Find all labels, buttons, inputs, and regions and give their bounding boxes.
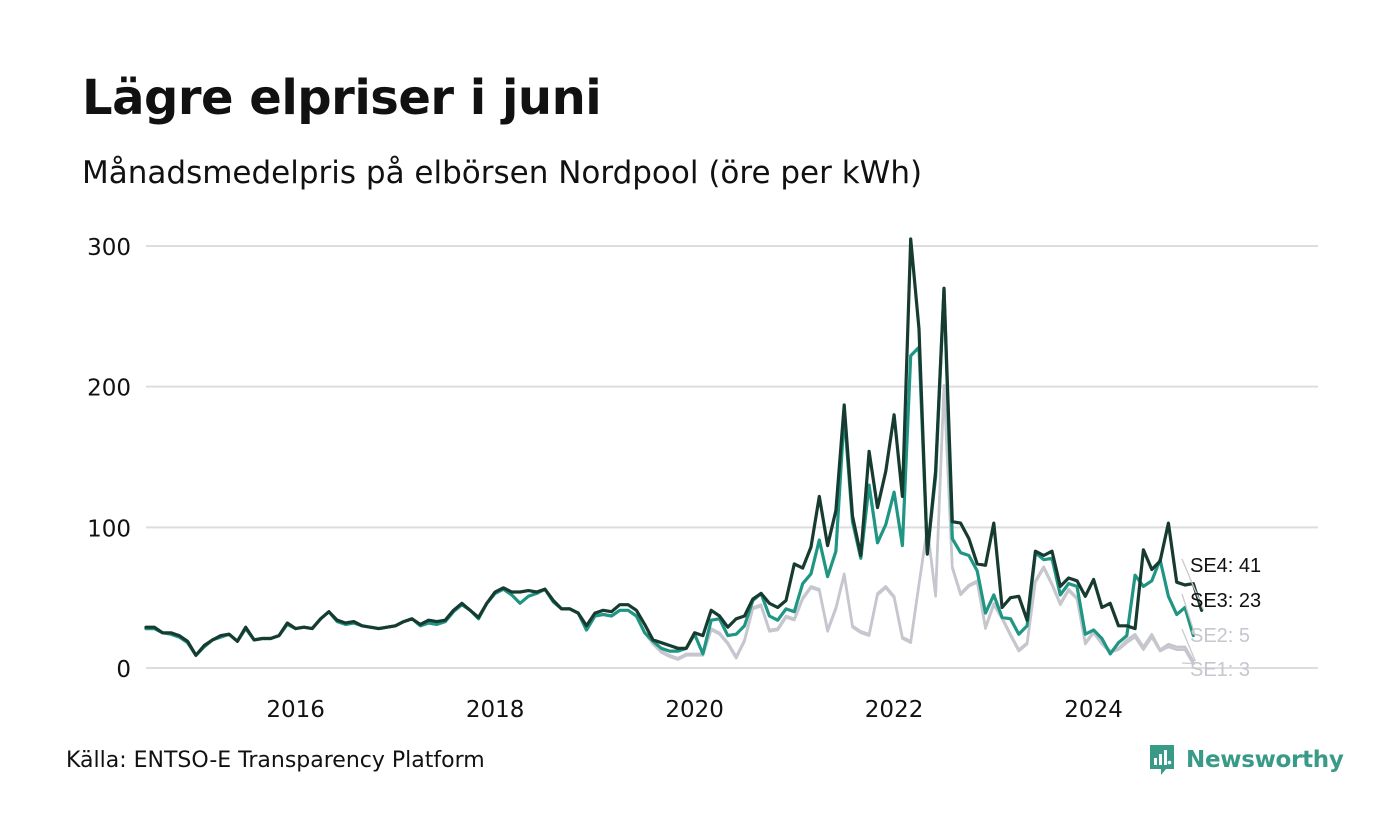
end-label-se4: SE4: 41 <box>1190 555 1261 577</box>
x-tick-label: 2018 <box>466 697 525 720</box>
end-label-se1: SE1: 3 <box>1190 659 1250 681</box>
label-leader-se4 <box>1181 558 1205 611</box>
x-tick-label: 2024 <box>1064 697 1123 720</box>
y-tick-label: 200 <box>87 376 131 402</box>
series-lines <box>144 237 1204 666</box>
end-label-se2: SE2: 5 <box>1190 625 1250 647</box>
x-tick-label: 2016 <box>266 697 325 720</box>
series-line-se3 <box>144 288 1195 657</box>
y-tick-label: 0 <box>116 657 131 683</box>
series-line-se1 <box>144 385 1195 666</box>
x-tick-label: 2020 <box>665 697 724 720</box>
series-line-se4 <box>144 237 1204 657</box>
x-axis-ticks: 2016 2018 2020 2022 2024 <box>266 697 1123 720</box>
y-axis-ticks: 0 100 200 300 <box>87 235 131 683</box>
end-label-se3: SE3: 23 <box>1190 590 1261 612</box>
chart-title: Lägre elpriser i juni <box>82 70 602 126</box>
series-line-se2 <box>144 383 1195 663</box>
series-end-labels: SE4: 41 SE3: 23 SE2: 5 SE1: 3 <box>1181 555 1261 681</box>
brand-logo[interactable]: Newsworthy <box>1148 743 1344 777</box>
y-tick-label: 100 <box>87 516 131 542</box>
source-note: Källa: ENTSO-E Transparency Platform <box>66 748 485 773</box>
brand-name: Newsworthy <box>1186 747 1344 773</box>
gridlines <box>146 245 1318 669</box>
x-tick-label: 2022 <box>865 697 924 720</box>
y-tick-label: 300 <box>87 235 131 261</box>
label-leader-se3 <box>1181 593 1196 636</box>
label-leader-se2 <box>1181 628 1196 662</box>
newsworthy-logo-icon <box>1150 745 1174 775</box>
label-leader-se1 <box>1181 662 1196 665</box>
chart-subtitle: Månadsmedelpris på elbörsen Nordpool (ör… <box>82 155 923 191</box>
